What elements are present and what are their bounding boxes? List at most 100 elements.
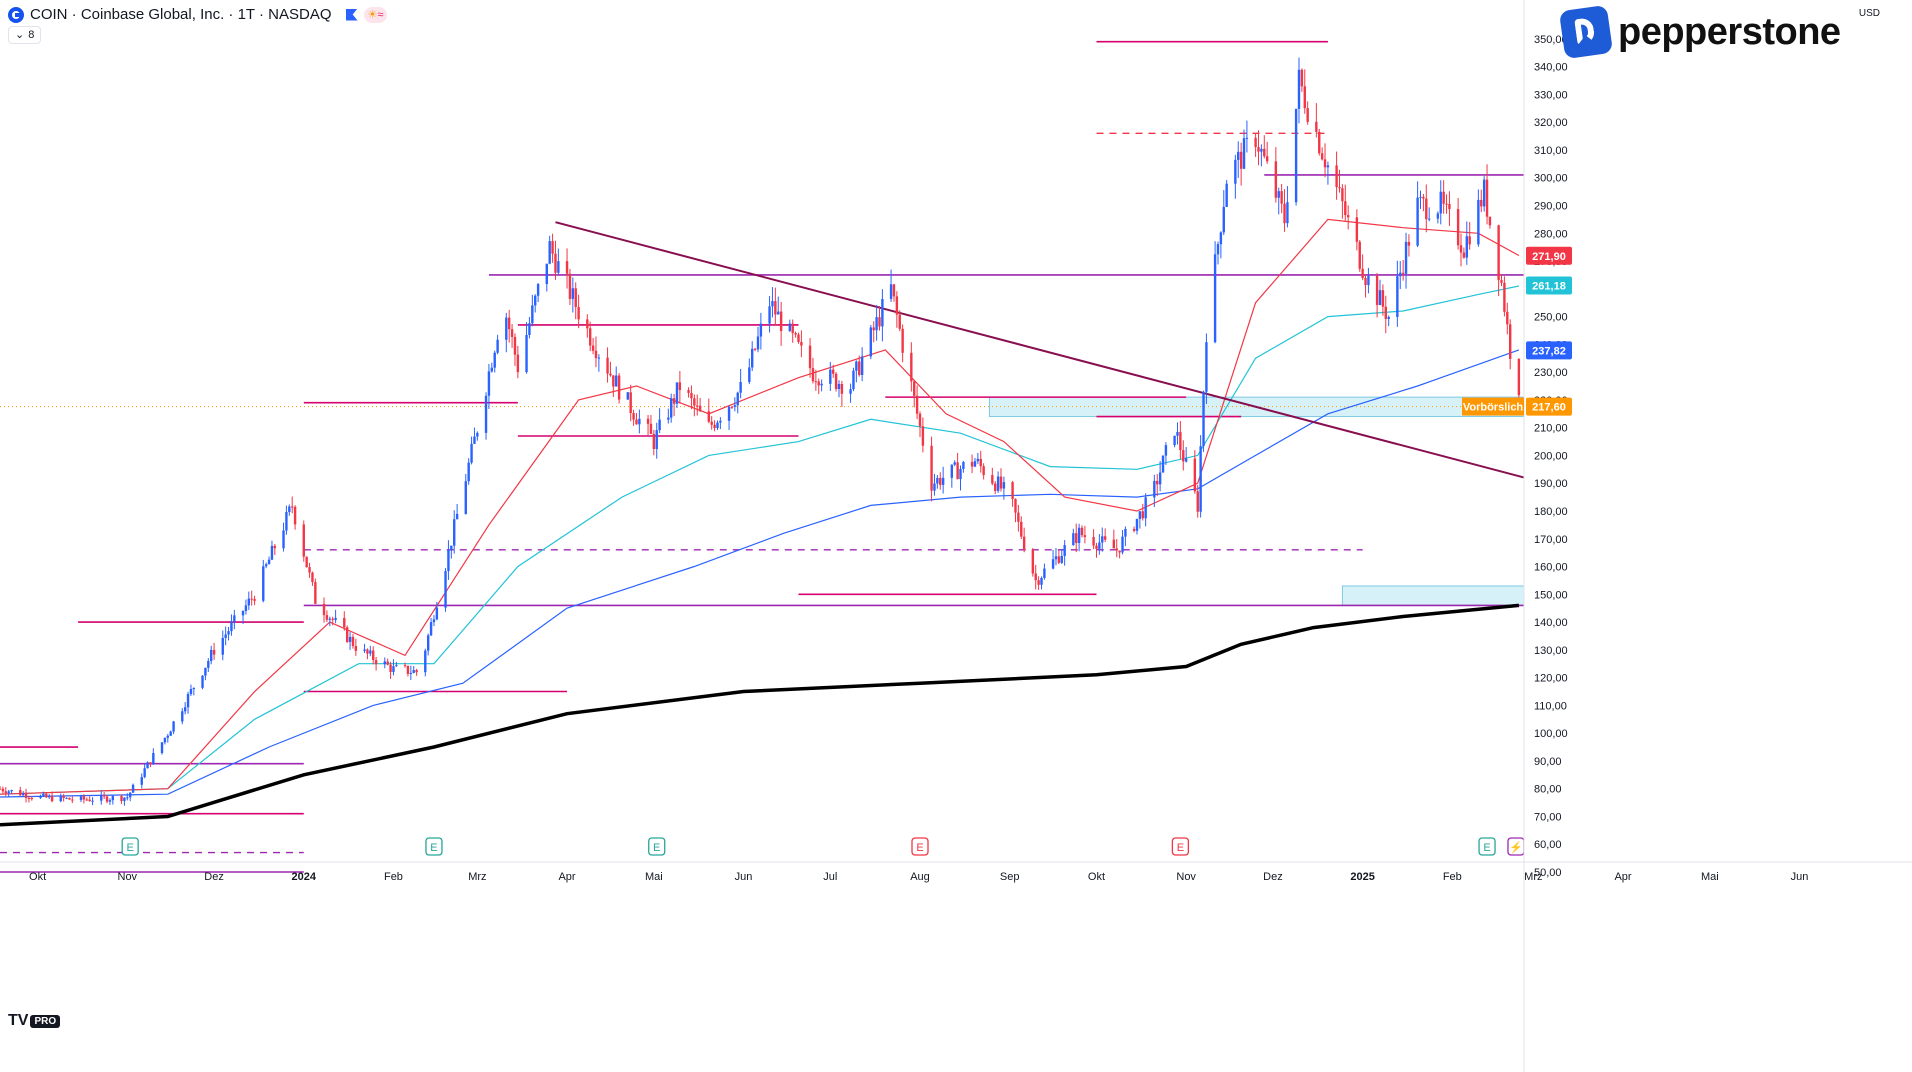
candle-body xyxy=(999,476,1003,489)
candle-body xyxy=(774,301,777,315)
price-tag-bg xyxy=(1526,246,1572,265)
candle-body xyxy=(126,797,129,799)
earnings-event-marker-3[interactable]: E xyxy=(911,837,929,856)
earnings-event-marker-2[interactable]: E xyxy=(648,837,666,856)
flag-icon[interactable] xyxy=(345,8,358,21)
candle-body xyxy=(331,618,334,620)
y-tick-label: 340,00 xyxy=(1534,62,1568,74)
candle-body xyxy=(1294,108,1298,203)
candle-body xyxy=(675,382,679,404)
price-tag-bg xyxy=(1526,341,1572,360)
candle-body xyxy=(1277,191,1280,198)
y-tick-label: 210,00 xyxy=(1534,423,1568,435)
x-tick-label: Sep xyxy=(1000,871,1020,883)
candle-body xyxy=(1020,521,1023,537)
candle-body xyxy=(1436,213,1440,219)
indicator-toggle[interactable]: ⌄ 8 xyxy=(8,26,42,44)
candle-body xyxy=(1439,191,1442,214)
candle-body xyxy=(889,284,893,300)
candle-body xyxy=(1419,196,1422,198)
candle-body xyxy=(111,796,115,801)
candle-body xyxy=(464,481,467,514)
y-tick-label: 310,00 xyxy=(1534,145,1568,157)
candle-body xyxy=(68,797,71,800)
candle-body xyxy=(42,793,45,796)
candle-body xyxy=(1318,131,1321,154)
candle-body xyxy=(1234,159,1237,184)
event-marker-label: E xyxy=(916,842,923,854)
currency-label[interactable]: USD xyxy=(1858,8,1880,19)
candle-body xyxy=(1404,241,1408,274)
candle-body xyxy=(525,334,528,373)
candle-body xyxy=(1219,232,1223,245)
candle-body xyxy=(1034,573,1037,581)
candle-body xyxy=(930,445,933,491)
earnings-event-marker-0[interactable]: E xyxy=(121,837,139,856)
candle-body xyxy=(444,571,447,608)
earnings-event-marker-4[interactable]: E xyxy=(1171,837,1190,856)
candle-body xyxy=(779,311,783,332)
candle-body xyxy=(617,375,621,400)
candle-body xyxy=(426,635,430,651)
candle-body xyxy=(455,513,459,520)
candle-body xyxy=(1401,272,1405,274)
candle-body xyxy=(325,615,329,620)
candle-body xyxy=(1063,545,1066,556)
candle-body xyxy=(1488,216,1492,226)
candle-body xyxy=(748,367,751,383)
x-tick-label: Mai xyxy=(645,871,663,883)
y-tick-label: 280,00 xyxy=(1534,228,1568,240)
candle-body xyxy=(959,468,962,480)
candle-body xyxy=(855,361,858,371)
y-tick-label: 350,00 xyxy=(1534,34,1568,46)
candle-body xyxy=(698,405,702,412)
candle-body xyxy=(505,317,508,340)
candle-body xyxy=(811,368,815,382)
candle-body xyxy=(548,241,551,264)
x-tick-label: Apr xyxy=(1614,871,1631,883)
candle-body xyxy=(453,519,456,546)
earnings-event-marker-6[interactable]: ⚡ xyxy=(1507,837,1525,856)
candle-body xyxy=(305,556,308,568)
candle-body xyxy=(953,462,956,465)
candle-body xyxy=(878,317,881,327)
candle-body xyxy=(513,336,517,355)
x-tick-label: Mai xyxy=(1701,871,1719,883)
earnings-event-marker-1[interactable]: E xyxy=(425,837,443,856)
event-marker-label: E xyxy=(1177,842,1184,854)
candle-body xyxy=(149,762,152,765)
candle-body xyxy=(1092,537,1095,546)
candle-body xyxy=(0,788,2,790)
session-badge[interactable]: ☀ ≈ xyxy=(363,6,388,23)
candle-body xyxy=(50,795,54,802)
earnings-event-marker-5[interactable]: E xyxy=(1478,837,1496,856)
candle-body xyxy=(415,670,418,673)
candle-body xyxy=(189,689,193,695)
candle-body xyxy=(163,737,167,743)
candle-body xyxy=(207,660,210,668)
tradingview-logo[interactable]: TV PRO xyxy=(8,1012,61,1030)
candle-body xyxy=(568,273,572,299)
candle-body xyxy=(1485,179,1489,217)
candle-body xyxy=(1416,197,1419,246)
candle-body xyxy=(10,790,13,792)
candle-body xyxy=(467,462,470,482)
price-axis-bg xyxy=(1524,0,1912,1072)
candle-body xyxy=(1153,480,1156,498)
candle-body xyxy=(901,328,904,353)
candle-body xyxy=(531,305,534,324)
candle-body xyxy=(612,375,615,387)
candle-body xyxy=(1482,179,1486,207)
candle-body xyxy=(626,392,629,400)
event-marker-box xyxy=(425,837,443,856)
price-tag-2: 237,82 xyxy=(1526,341,1572,360)
candle-body xyxy=(102,794,106,797)
candle-body xyxy=(597,357,601,359)
series-line-ma_teal xyxy=(0,285,1520,795)
candle-body xyxy=(270,545,274,560)
symbol-title[interactable]: COIN · Coinbase Global, Inc. · 1T · NASD… xyxy=(30,6,332,23)
candle-body xyxy=(406,665,410,674)
candle-body xyxy=(970,462,974,467)
candle-body xyxy=(1367,275,1370,286)
